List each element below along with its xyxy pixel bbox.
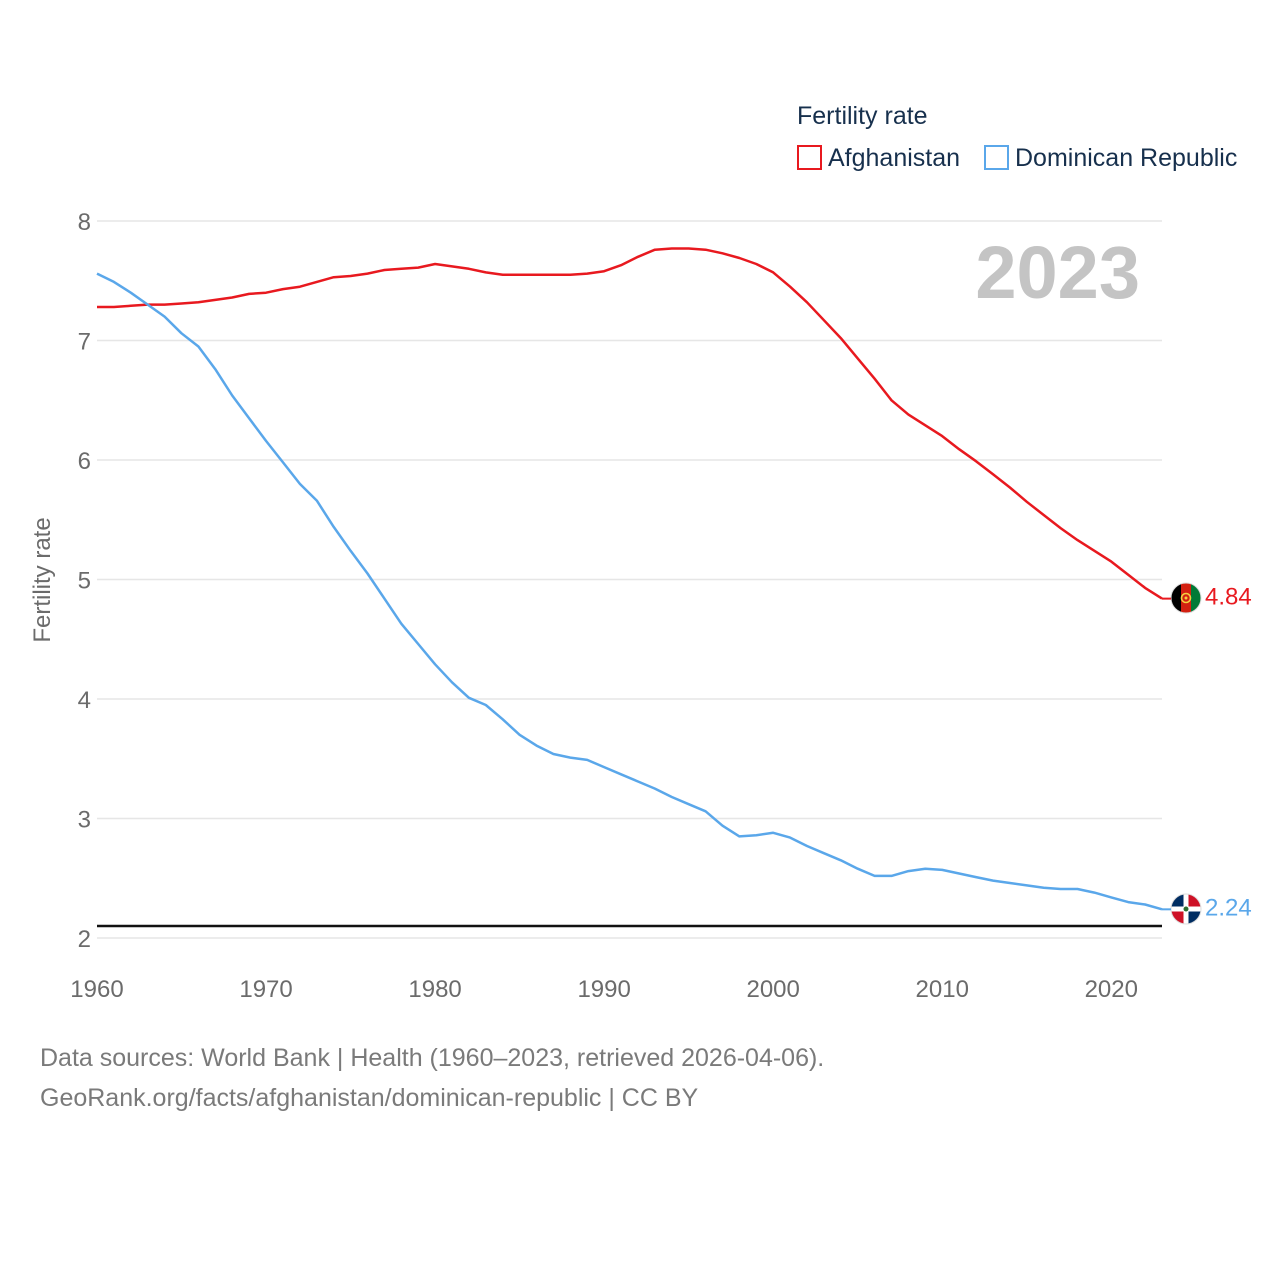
x-tick-label: 1970 [239, 976, 292, 1003]
y-tick-label: 5 [78, 568, 91, 595]
legend-label-dominican-republic: Dominican Republic [1015, 144, 1237, 172]
end-label-afghanistan: 4.84 [1205, 584, 1252, 611]
dominican-republic-flag-icon [1171, 894, 1201, 924]
y-axis-title: Fertility rate [29, 517, 56, 642]
end-label-dominican-republic: 2.24 [1205, 894, 1252, 921]
footer-source: Data sources: World Bank | Health (1960–… [40, 1044, 825, 1072]
x-tick-label: 1980 [408, 976, 461, 1003]
legend-item-dominican-republic[interactable]: Dominican Republic [984, 144, 1237, 172]
series-lines [96, 247, 1163, 911]
legend-title: Fertility rate [797, 102, 928, 130]
legend-swatch-dominican-republic [984, 145, 1009, 170]
x-tick-label: 2020 [1085, 976, 1138, 1003]
year-label: 2023 [975, 231, 1140, 314]
series-line-dominican-republic [96, 272, 1163, 911]
y-tick-label: 6 [78, 448, 91, 475]
y-tick-label: 4 [78, 687, 91, 714]
afghanistan-flag-icon [1171, 583, 1201, 613]
x-tick-label: 2000 [746, 976, 799, 1003]
x-axis-ticks: 1960 1970 1980 1990 2000 2010 2020 [70, 976, 1138, 1003]
grid-lines [97, 220, 1162, 939]
end-value-labels: 4.84 2.24 [1162, 584, 1252, 921]
x-tick-label: 1960 [70, 976, 123, 1003]
y-tick-label: 7 [78, 329, 91, 356]
series-line-afghanistan [97, 247, 1163, 600]
y-tick-label: 3 [78, 807, 91, 834]
y-tick-label: 2 [78, 926, 91, 953]
footer-link[interactable]: GeoRank.org/facts/afghanistan/dominican-… [40, 1084, 699, 1112]
legend-swatch-afghanistan [797, 145, 822, 170]
x-tick-label: 2010 [916, 976, 969, 1003]
x-tick-label: 1990 [577, 976, 630, 1003]
y-axis-ticks: 2 3 4 5 6 7 8 [78, 209, 91, 953]
y-tick-label: 8 [78, 209, 91, 236]
legend-label-afghanistan: Afghanistan [828, 144, 960, 172]
legend-item-afghanistan[interactable]: Afghanistan [797, 144, 960, 172]
